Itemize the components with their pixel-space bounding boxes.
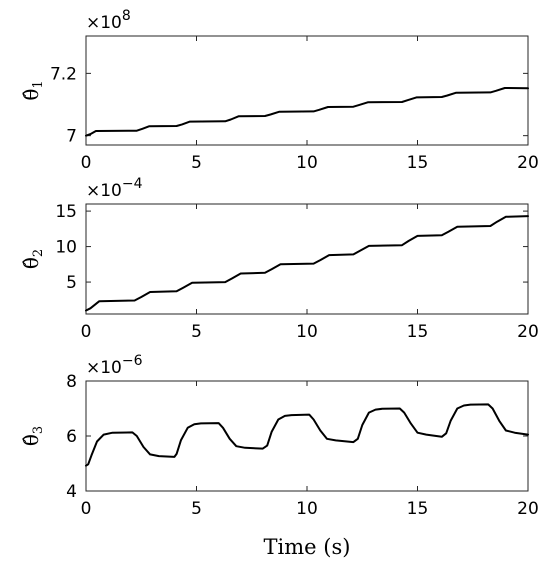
x-tick-label: 15 [407, 153, 429, 173]
plot-frame [85, 203, 529, 315]
x-tick-label: 20 [517, 153, 539, 173]
plot-frame [85, 35, 529, 146]
exponent-label: ×10−6 [86, 353, 143, 378]
x-axis-label: Time (s) [264, 535, 351, 559]
y-axis-label: θ̂3 [19, 426, 46, 446]
x-tick-label: 5 [191, 153, 202, 173]
x-tick-label: 0 [81, 499, 92, 519]
x-tick-label: 15 [407, 322, 429, 342]
x-tick-label: 15 [407, 499, 429, 519]
x-tick-label: 0 [81, 322, 92, 342]
exponent-label: ×10−4 [86, 176, 143, 201]
exponent-label: ×108 [86, 8, 131, 33]
plot-frame [85, 380, 529, 492]
x-tick-label: 20 [517, 322, 539, 342]
x-tick-label: 10 [296, 153, 318, 173]
x-tick-label: 20 [517, 499, 539, 519]
y-axis-label-subscript: 1 [31, 80, 46, 88]
exponent-power: 8 [122, 8, 131, 24]
x-tick-label: 0 [81, 153, 92, 173]
x-tick-label: 10 [296, 322, 318, 342]
y-axis-label: θ̂2 [19, 249, 46, 269]
x-tick-label: 10 [296, 499, 318, 519]
y-tick-label: 5 [66, 273, 77, 293]
exponent-power: −4 [122, 176, 143, 192]
series-line-1 [85, 87, 529, 137]
y-tick-label: 4 [66, 482, 77, 502]
series-line-1 [85, 403, 529, 467]
y-axis-label-subscript: 3 [31, 426, 46, 434]
chart-panel-2: 0 5 10 15 20 5 10 15 ×10−4 θ̂2 [19, 176, 539, 342]
y-tick-label: 7.2 [50, 64, 77, 84]
series-line-1 [85, 215, 529, 312]
y-axis-label: θ̂1 [19, 80, 46, 100]
x-tick-label: 5 [191, 322, 202, 342]
chart-panel-3: 0 5 10 15 20 4 6 8 ×10−6 θ̂3 Time (s) [19, 353, 539, 559]
x-tick-label: 5 [191, 499, 202, 519]
y-tick-label: 15 [55, 202, 77, 222]
exponent-power: −6 [122, 353, 143, 369]
y-tick-label: 7 [66, 127, 77, 147]
y-tick-label: 8 [66, 372, 77, 392]
y-tick-label: 10 [55, 238, 77, 258]
y-axis-label-subscript: 2 [31, 249, 46, 257]
chart-panel-1: 0 5 10 15 20 7 7.2 ×108 θ̂1 [19, 8, 539, 173]
y-tick-label: 6 [66, 427, 77, 447]
